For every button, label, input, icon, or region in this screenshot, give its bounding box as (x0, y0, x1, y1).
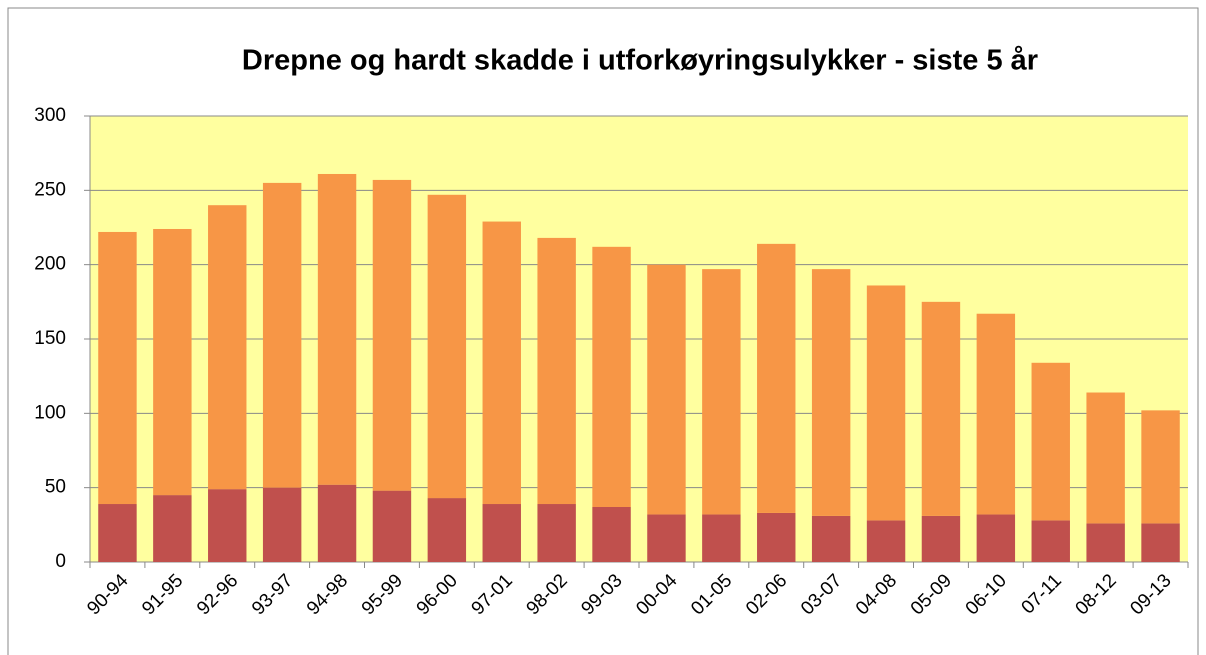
bar-segment (592, 506, 631, 562)
bar-segment (262, 182, 302, 488)
bar-segment (372, 179, 412, 491)
bar-segment (317, 484, 357, 562)
bar-segment (976, 514, 1016, 562)
bar-segment (1141, 523, 1180, 562)
bar-segment (921, 515, 961, 562)
bar-segment (1031, 362, 1070, 521)
bar-segment (98, 504, 137, 562)
bar-segment (537, 504, 576, 562)
bar-segment (427, 498, 467, 562)
bar-segment (427, 194, 467, 499)
bar-segment (1086, 523, 1125, 562)
bar-segment (153, 228, 192, 496)
bar-segment (208, 489, 247, 562)
bar-segment (866, 520, 906, 562)
bar-segment (372, 490, 412, 562)
bar-segment (976, 313, 1016, 515)
y-tick-label: 0 (55, 551, 66, 572)
bar-segment (98, 231, 137, 505)
y-tick-label: 200 (34, 254, 66, 275)
bar-segment (1141, 410, 1180, 524)
y-tick-label: 150 (34, 328, 66, 349)
bar-segment (592, 246, 631, 507)
bar-segment (757, 512, 796, 562)
y-tick-label: 100 (34, 402, 66, 423)
bar-segment (647, 514, 686, 562)
bar-segment (1086, 392, 1125, 524)
bar-segment (702, 269, 741, 515)
bar-segment (153, 495, 192, 562)
bar-segment (262, 487, 302, 562)
bar-segment (537, 237, 576, 505)
bar-segment (482, 504, 521, 562)
bar-segment (647, 264, 686, 515)
bar-segment (482, 221, 521, 505)
bar-segment (208, 205, 247, 490)
bar-segment (921, 301, 961, 516)
bar-segment (702, 514, 741, 562)
y-tick-label: 50 (45, 477, 66, 498)
bar-segment (866, 285, 906, 521)
bar-segment (317, 173, 357, 485)
y-tick-label: 300 (34, 105, 66, 126)
chart-title: Drepne og hardt skadde i utforkøyringsul… (242, 45, 1038, 77)
bar-segment (1031, 520, 1070, 562)
bar-segment (811, 515, 851, 562)
bar-segment (757, 243, 796, 513)
y-tick-label: 250 (34, 179, 66, 200)
bar-segment (811, 269, 851, 516)
